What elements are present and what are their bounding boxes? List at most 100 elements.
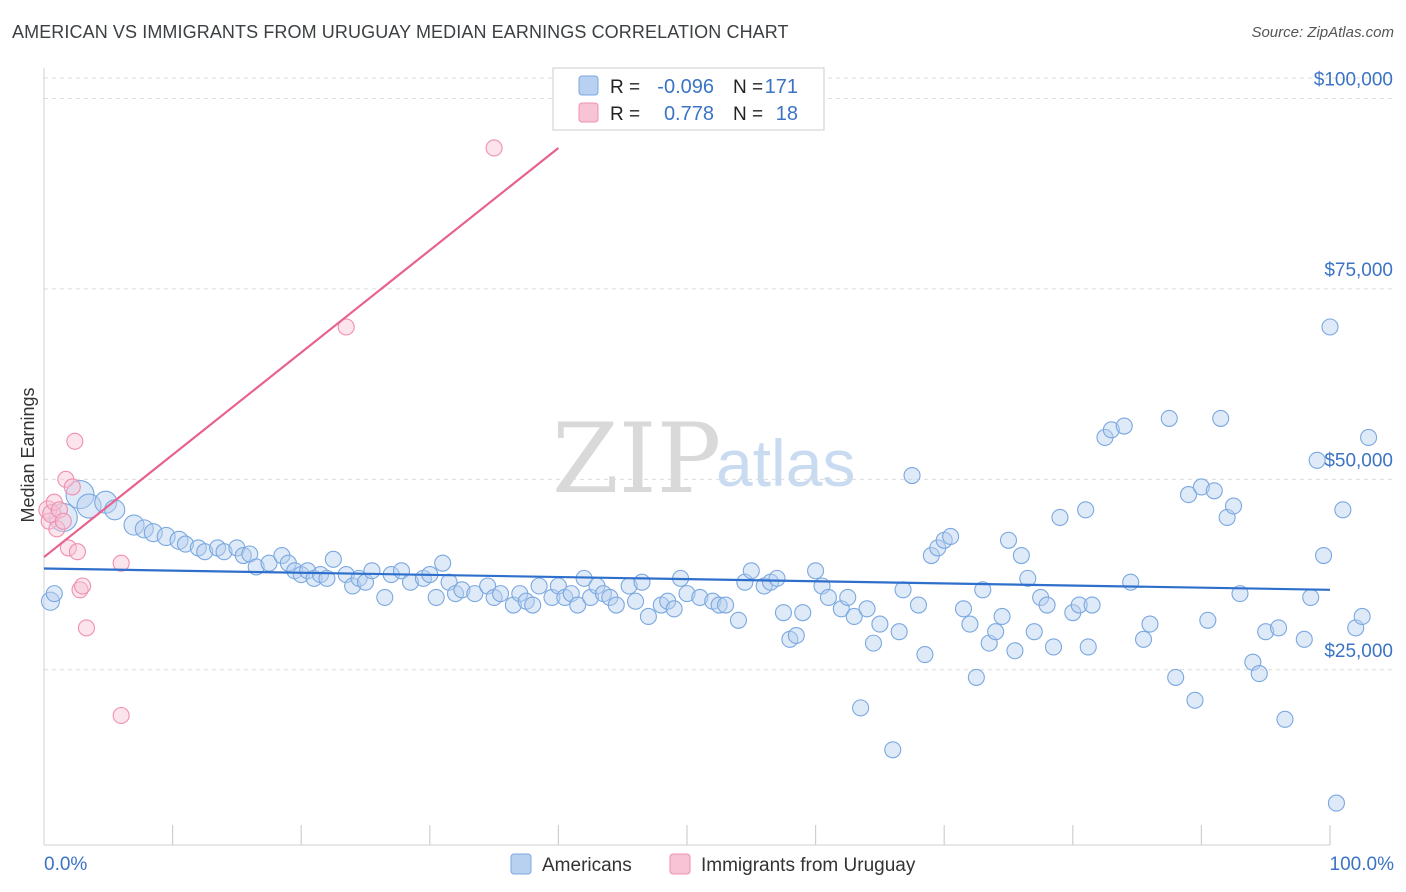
y-tick-label: $50,000 bbox=[1324, 450, 1393, 471]
stats-legend-r-value-americans: -0.096 bbox=[657, 76, 714, 98]
point-americans bbox=[993, 607, 1011, 626]
point-americans bbox=[890, 623, 908, 641]
point-americans bbox=[819, 588, 838, 606]
y-tick-label: $100,000 bbox=[1314, 69, 1393, 90]
point-americans bbox=[1019, 569, 1037, 587]
point-americans bbox=[1025, 623, 1043, 641]
gridlines bbox=[44, 77, 1392, 671]
point-americans bbox=[871, 615, 889, 633]
point-americans bbox=[639, 607, 657, 626]
stats-legend-n-label-americans: N = bbox=[733, 77, 763, 98]
point-americans bbox=[961, 615, 979, 633]
point-americans bbox=[196, 543, 214, 561]
point-americans bbox=[864, 634, 883, 652]
point-americans bbox=[742, 562, 760, 580]
point-uruguay bbox=[485, 139, 503, 157]
point-americans bbox=[665, 600, 683, 618]
point-americans bbox=[1179, 486, 1198, 504]
point-uruguay bbox=[59, 539, 77, 557]
point-americans bbox=[318, 569, 336, 587]
point-americans bbox=[1212, 409, 1230, 427]
point-americans bbox=[678, 585, 696, 603]
point-americans bbox=[1070, 596, 1088, 614]
point-americans bbox=[974, 581, 992, 599]
point-americans bbox=[1186, 691, 1204, 709]
point-uruguay bbox=[337, 318, 355, 336]
trend-lines bbox=[43, 147, 1331, 591]
chart-source: Source: ZipAtlas.com bbox=[1251, 24, 1394, 41]
point-americans bbox=[427, 588, 445, 606]
point-americans bbox=[1250, 665, 1268, 683]
point-americans bbox=[1044, 638, 1063, 656]
point-americans bbox=[1257, 623, 1275, 641]
point-americans bbox=[1199, 611, 1217, 629]
point-americans bbox=[884, 741, 902, 759]
point-americans bbox=[1167, 668, 1185, 686]
point-uruguay bbox=[112, 554, 130, 572]
point-americans bbox=[1353, 607, 1371, 626]
point-uruguay bbox=[74, 577, 92, 595]
point-americans bbox=[1012, 546, 1030, 565]
point-americans bbox=[1225, 497, 1243, 515]
series-legend: Americans Immigrants from Uruguay bbox=[510, 853, 916, 876]
point-americans bbox=[143, 523, 163, 543]
point-americans bbox=[852, 699, 870, 717]
point-americans bbox=[774, 604, 793, 622]
point-americans bbox=[1102, 421, 1120, 439]
point-americans bbox=[1006, 642, 1024, 660]
point-americans bbox=[768, 569, 786, 587]
point-americans bbox=[987, 623, 1005, 641]
point-uruguay bbox=[68, 543, 86, 561]
point-americans bbox=[524, 596, 542, 614]
point-americans bbox=[569, 596, 587, 614]
point-americans bbox=[627, 592, 645, 610]
y-tick-labels: $25,000 $50,000 $75,000 $100,000 bbox=[1314, 69, 1393, 661]
point-americans bbox=[45, 585, 63, 603]
point-americans bbox=[1134, 630, 1153, 648]
stats-legend-r-value-uruguay: 0.778 bbox=[664, 103, 714, 125]
point-americans bbox=[999, 531, 1018, 549]
x-tick-label-min: 0.0% bbox=[44, 854, 87, 875]
point-americans bbox=[807, 562, 825, 580]
point-americans bbox=[894, 581, 912, 599]
point-americans bbox=[1141, 615, 1159, 633]
point-americans bbox=[710, 596, 728, 614]
point-americans bbox=[1192, 478, 1210, 496]
point-uruguay bbox=[77, 619, 95, 637]
stats-legend-n-value-uruguay: 18 bbox=[776, 103, 798, 125]
point-americans bbox=[491, 585, 510, 603]
point-americans bbox=[633, 573, 651, 591]
stats-legend: R = -0.096 N = 171 R = 0.778 N = 18 bbox=[552, 67, 825, 131]
point-uruguay bbox=[54, 512, 72, 530]
point-americans bbox=[916, 646, 934, 664]
point-americans bbox=[787, 626, 805, 645]
chart-title: AMERICAN VS IMMIGRANTS FROM URUGUAY MEDI… bbox=[12, 22, 789, 42]
series-legend-label-uruguay: Immigrants from Uruguay bbox=[701, 855, 916, 876]
point-americans bbox=[1077, 501, 1095, 519]
point-uruguay bbox=[50, 501, 68, 519]
point-americans bbox=[1083, 596, 1101, 614]
point-americans bbox=[1038, 596, 1056, 614]
stats-legend-r-label-americans: R = bbox=[610, 77, 640, 98]
point-americans bbox=[1231, 585, 1249, 603]
point-americans bbox=[1295, 630, 1313, 648]
point-americans bbox=[839, 588, 857, 606]
watermark-atlas: atlas bbox=[716, 426, 855, 500]
y-axis-label: Median Earnings bbox=[18, 387, 38, 522]
trend-line-uruguay bbox=[43, 147, 560, 558]
point-americans bbox=[1205, 482, 1223, 500]
point-uruguay bbox=[112, 706, 130, 725]
point-americans bbox=[903, 466, 921, 485]
point-americans bbox=[156, 526, 176, 547]
point-americans bbox=[466, 585, 484, 603]
trend-line-americans bbox=[43, 567, 1331, 591]
stats-legend-n-label-uruguay: N = bbox=[733, 104, 763, 125]
point-americans bbox=[954, 600, 973, 618]
y-tick-label: $25,000 bbox=[1324, 641, 1393, 662]
point-americans bbox=[434, 554, 452, 572]
point-americans bbox=[453, 581, 471, 599]
watermark-zip: ZIP bbox=[552, 403, 721, 515]
stats-legend-r-label-uruguay: R = bbox=[610, 104, 640, 125]
series-legend-swatch-americans bbox=[510, 853, 532, 875]
